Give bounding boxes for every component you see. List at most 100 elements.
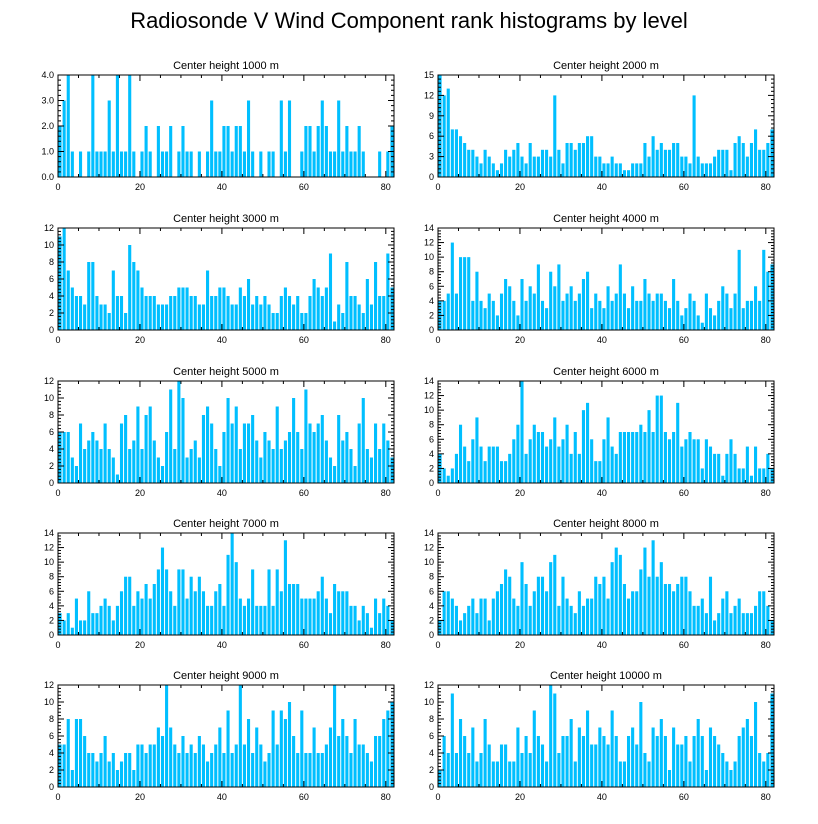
histogram-bar: [557, 264, 561, 330]
x-tick-label: 20: [135, 488, 145, 498]
histogram-bar: [74, 719, 78, 787]
histogram-bar: [341, 313, 345, 330]
histogram-bar: [275, 313, 279, 330]
histogram-bar: [635, 591, 639, 635]
histogram-bar: [304, 313, 308, 330]
histogram-bar: [66, 270, 70, 330]
histogram-bar: [495, 591, 499, 635]
histogram-bar: [300, 449, 304, 483]
histogram-bar: [499, 293, 504, 330]
histogram-bar: [66, 432, 70, 483]
histogram-bar: [717, 744, 721, 787]
histogram-bar: [499, 744, 504, 787]
histogram-bar: [737, 736, 741, 787]
histogram-bar: [156, 126, 160, 177]
histogram-bar: [483, 598, 487, 635]
histogram-bar: [688, 591, 692, 635]
panel-title: Center height 3000 m: [173, 213, 279, 225]
histogram-bar: [700, 736, 704, 787]
histogram-bar: [144, 126, 148, 177]
histogram-bar: [87, 262, 91, 330]
histogram-bar: [185, 598, 189, 635]
histogram-bar: [128, 245, 132, 330]
histogram-bar: [95, 440, 99, 483]
histogram-bar: [442, 468, 446, 483]
histogram-bar: [390, 457, 394, 483]
histogram-bar: [152, 744, 156, 787]
histogram-bar: [144, 584, 148, 635]
histogram-bar: [635, 432, 639, 483]
histogram-bar: [499, 461, 504, 483]
histogram-bar: [361, 398, 365, 483]
x-tick-label: 0: [55, 792, 60, 802]
histogram-bar: [353, 151, 357, 177]
histogram-bar: [667, 770, 672, 787]
histogram-bar: [242, 296, 246, 330]
x-tick-label: 0: [55, 335, 60, 345]
histogram-bar: [626, 736, 631, 787]
histogram-bar: [676, 300, 680, 330]
histogram-bar: [733, 605, 737, 635]
histogram-bar: [655, 736, 659, 787]
histogram-bar: [132, 605, 136, 635]
histogram-bar: [320, 415, 324, 483]
y-tick-label: 0: [429, 325, 434, 335]
histogram-bar: [516, 143, 520, 177]
y-tick-label: 3: [429, 152, 434, 162]
histogram-bar: [594, 293, 598, 330]
histogram-bar: [91, 432, 95, 483]
histogram-bar: [721, 598, 725, 635]
histogram-bar: [218, 584, 222, 635]
histogram-bar: [770, 264, 774, 330]
y-tick-label: 14: [424, 376, 434, 386]
histogram-bar: [337, 100, 341, 177]
histogram-bar: [708, 308, 713, 330]
histogram-bar: [246, 100, 251, 177]
histogram-bar: [296, 296, 300, 330]
x-tick-label: 60: [679, 182, 689, 192]
histogram-bar: [70, 457, 74, 483]
histogram-panel: Center height 9000 m 0 20 40 60 80 0 2 4 6 8 10 12: [44, 670, 395, 802]
y-tick-label: 4: [49, 748, 54, 758]
histogram-bar: [234, 744, 238, 787]
histogram-bar: [737, 249, 741, 330]
y-tick-label: 9: [429, 111, 434, 121]
histogram-bar: [499, 163, 504, 177]
histogram-bar: [475, 417, 479, 483]
histogram-bar: [206, 270, 210, 330]
histogram-bar: [569, 719, 573, 787]
histogram-bar: [119, 423, 124, 483]
histogram-bar: [165, 304, 169, 330]
histogram-bar: [70, 627, 74, 635]
histogram-bar: [246, 423, 251, 483]
histogram-bar: [210, 296, 214, 330]
histogram-bar: [549, 156, 553, 177]
x-tick-label: 40: [217, 488, 227, 498]
histogram-bar: [725, 453, 729, 483]
y-tick-label: 0: [49, 478, 54, 488]
histogram-bar: [602, 439, 606, 483]
y-tick-label: 10: [424, 557, 434, 567]
histogram-bar: [594, 576, 598, 635]
x-tick-label: 40: [597, 488, 607, 498]
histogram-bar: [467, 461, 471, 483]
histogram-bar: [749, 475, 754, 483]
histogram-bar: [165, 685, 169, 787]
y-tick-label: 10: [44, 240, 54, 250]
x-tick-label: 60: [299, 792, 309, 802]
histogram-bar: [83, 304, 87, 330]
histogram-bar: [688, 163, 692, 177]
histogram-bar: [741, 727, 745, 787]
histogram-bar: [132, 770, 136, 787]
main-title: Radiosonde V Wind Component rank histogr…: [130, 8, 688, 33]
histogram-bar: [206, 406, 210, 483]
histogram-bar: [463, 446, 467, 483]
histogram-bar: [201, 744, 206, 787]
y-tick-label: 6: [49, 586, 54, 596]
histogram-bar: [341, 591, 345, 635]
histogram-bar: [446, 753, 450, 787]
x-tick-label: 80: [381, 182, 391, 192]
histogram-bar: [532, 424, 536, 483]
histogram-bar: [594, 156, 598, 177]
x-tick-label: 60: [299, 182, 309, 192]
